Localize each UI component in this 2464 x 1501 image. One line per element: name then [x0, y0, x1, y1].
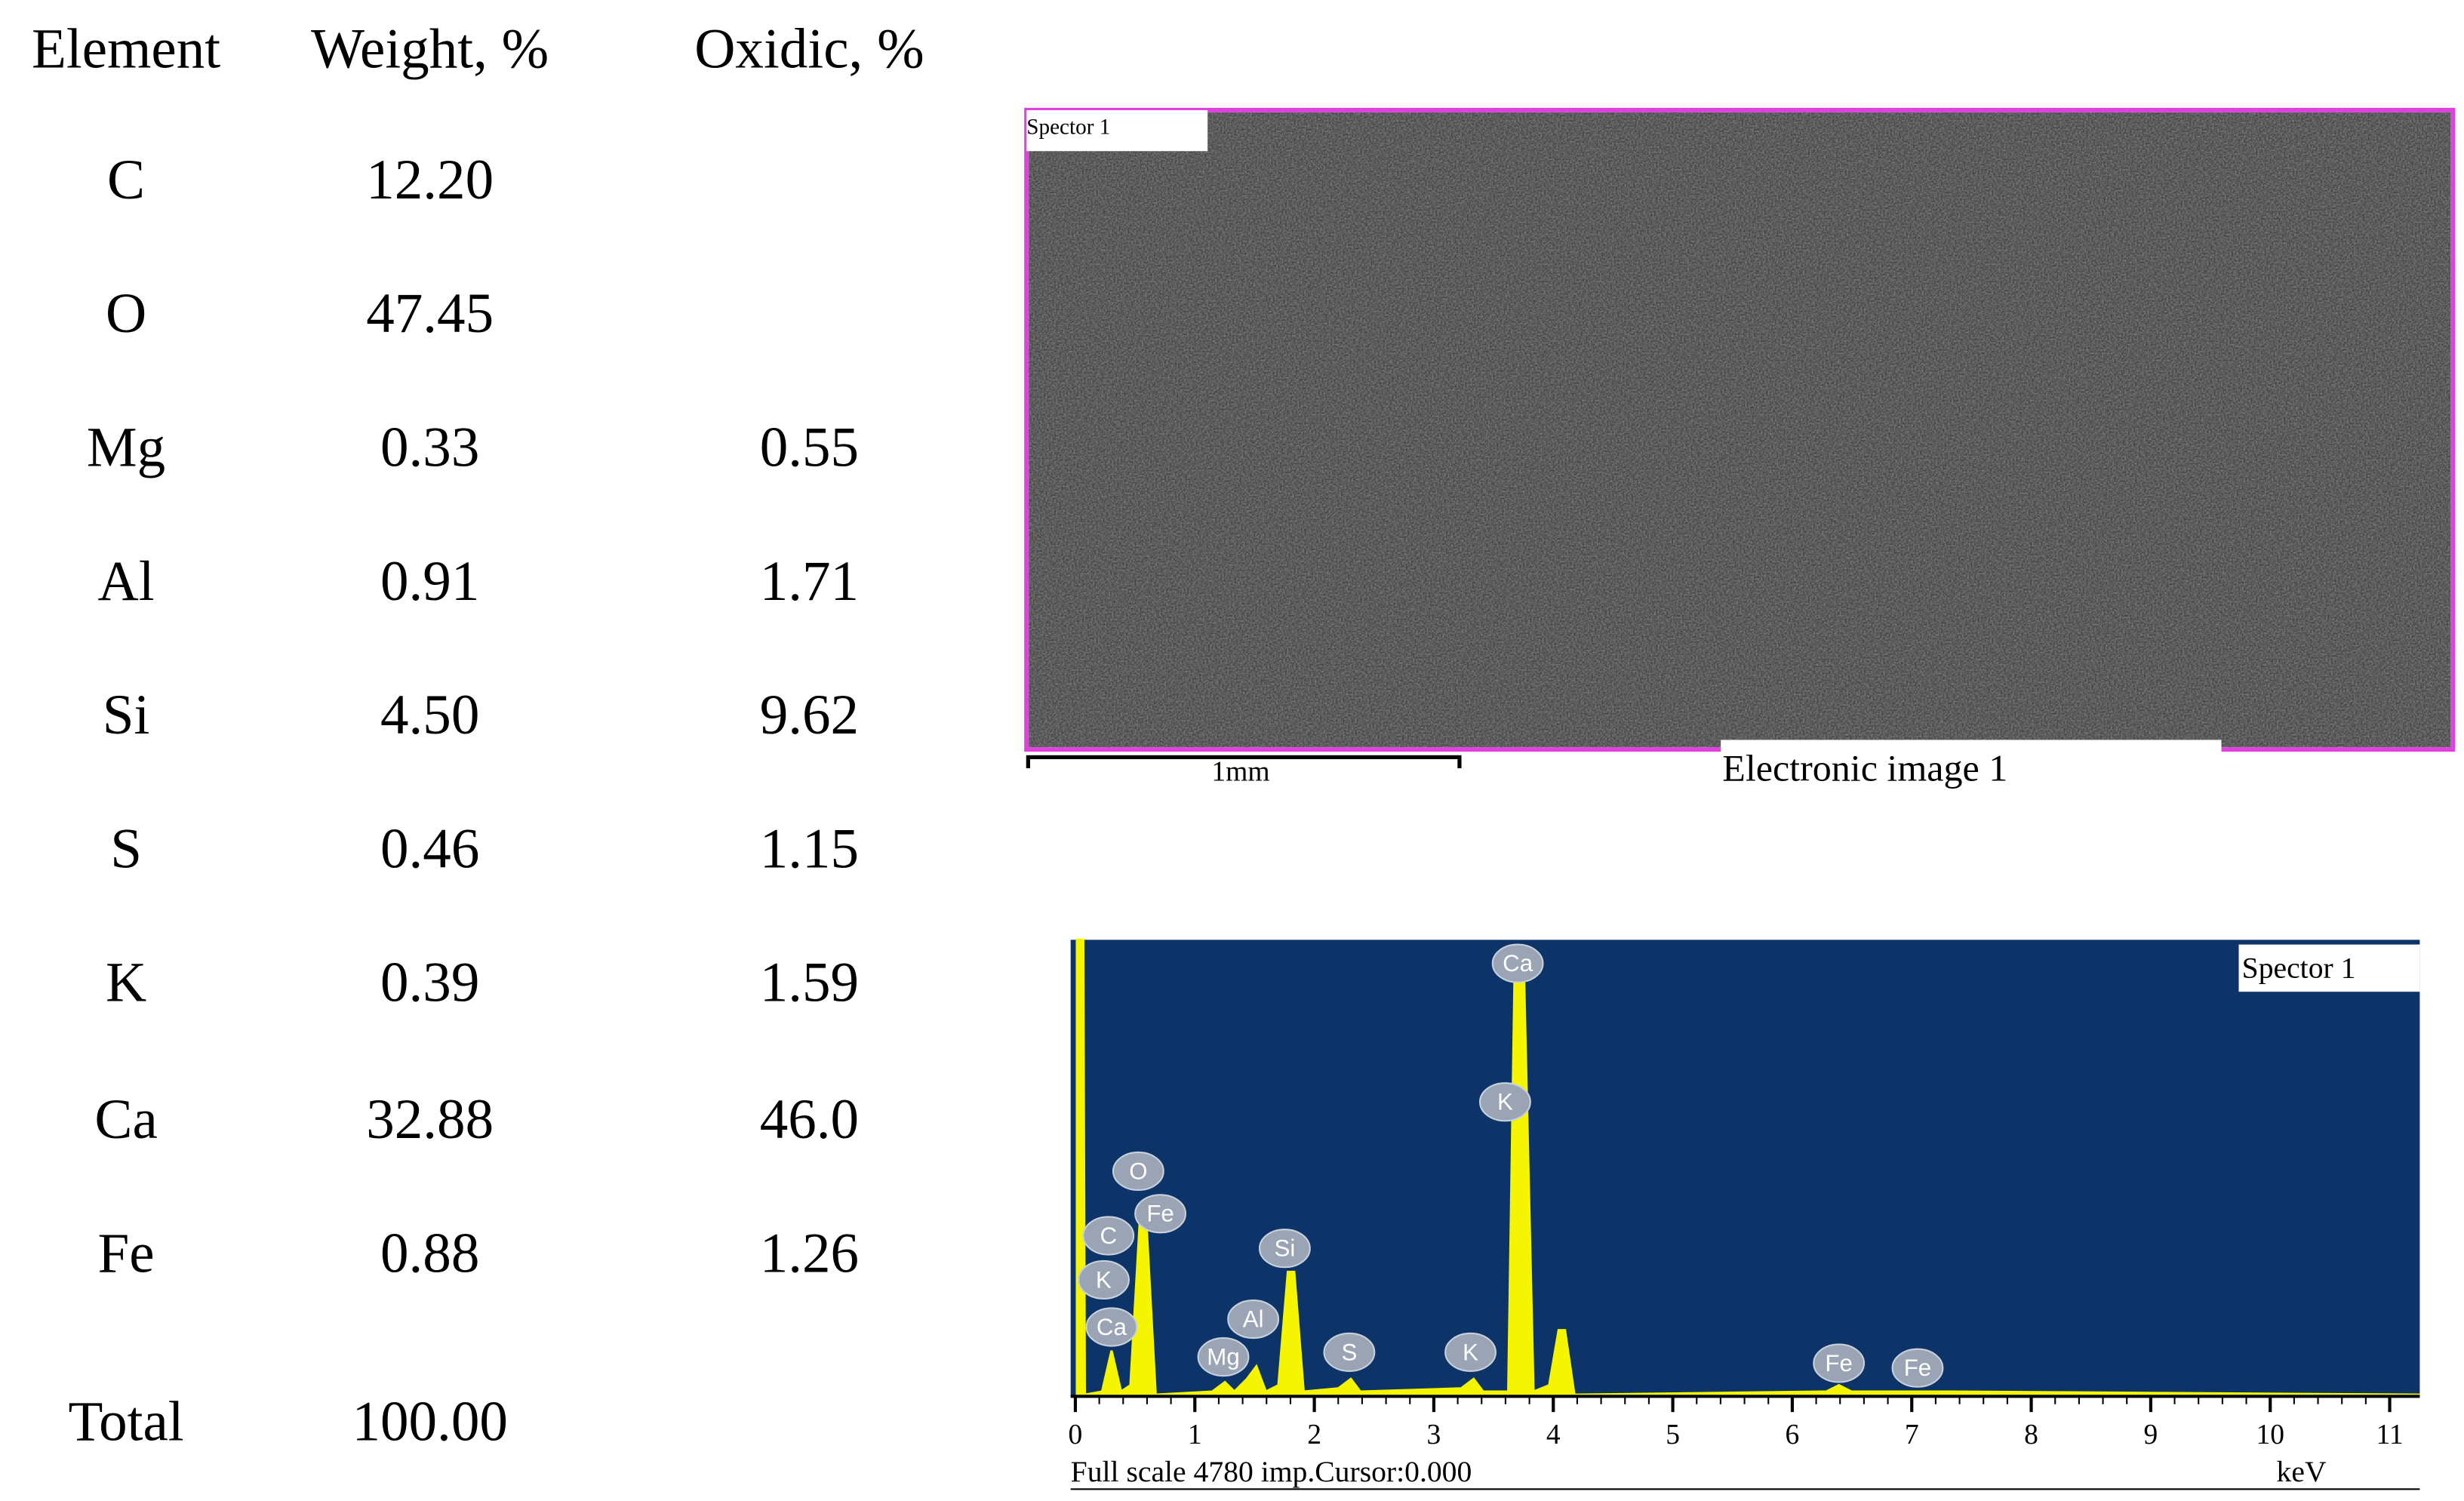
peak-label: S — [1341, 1339, 1357, 1365]
peak-label: Al — [1243, 1306, 1264, 1332]
peak-badge — [1891, 1348, 1944, 1388]
image-label-box — [1026, 110, 1208, 152]
spectrum-label: Spector 1 — [2242, 951, 2356, 984]
cell: 4.50 — [380, 684, 479, 746]
peak-badge — [1112, 1151, 1164, 1192]
cell: 1.59 — [760, 952, 859, 1014]
peak-label: Mg — [1207, 1344, 1239, 1370]
peak-badge — [1227, 1299, 1280, 1340]
peak-badge — [1479, 1082, 1531, 1122]
cell: 100.00 — [352, 1391, 507, 1453]
cell: 1.71 — [760, 550, 859, 613]
cell: 32.88 — [366, 1088, 494, 1151]
cell: 1.26 — [760, 1222, 859, 1284]
tick-label: 4 — [1546, 1419, 1561, 1450]
peak-badge — [1085, 1307, 1138, 1347]
spectrum-footer: Full scale 4780 imp.Cursor:0.000 — [1071, 1455, 1472, 1488]
peak-label: Fe — [1904, 1355, 1931, 1381]
peak-badge — [1323, 1332, 1376, 1372]
caption-box — [1721, 740, 2222, 787]
cell: C — [107, 149, 145, 211]
peak-label: Si — [1274, 1235, 1295, 1262]
peak-badge — [1491, 943, 1544, 983]
peak-label: O — [1129, 1158, 1147, 1184]
cell: Fe — [98, 1222, 155, 1284]
cell: 47.45 — [366, 282, 494, 345]
peak-label: K — [1463, 1339, 1478, 1365]
spectrum-unit: keV — [2277, 1455, 2327, 1488]
peak-badge — [1134, 1194, 1187, 1234]
peak-badge — [1444, 1332, 1497, 1372]
spectrum-label-box — [2238, 944, 2420, 992]
image-label: Spector 1 — [1026, 115, 1110, 139]
cell: Mg — [87, 416, 165, 478]
scale-bar — [1026, 755, 1462, 768]
cell: Total — [68, 1391, 183, 1453]
cell: 0.39 — [380, 952, 479, 1014]
peak-badge — [1258, 1229, 1311, 1269]
cell: 1.15 — [760, 817, 859, 880]
cell: 0.91 — [380, 550, 479, 613]
tick-label: 11 — [2376, 1419, 2403, 1450]
table: Element Weight, % Oxidic, % C 12.20 O 47.45 Mg 0… — [32, 18, 924, 1453]
column-header: Oxidic, % — [694, 18, 924, 81]
tick-label: 1 — [1188, 1419, 1202, 1450]
tick-label: 8 — [2024, 1419, 2038, 1450]
cell: 0.33 — [380, 416, 479, 478]
cell: 0.46 — [380, 817, 479, 880]
peak-badge — [1813, 1343, 1866, 1383]
cell: Ca — [94, 1088, 157, 1151]
tick-label: 6 — [1786, 1419, 1800, 1450]
x-ticks: 0 1 2 3 4 5 6 7 8 9 10 11 — [1069, 1396, 2404, 1450]
tick-label: 3 — [1427, 1419, 1441, 1450]
peak-label: K — [1096, 1266, 1112, 1293]
cell: Al — [98, 550, 155, 613]
peak-label: Ca — [1097, 1314, 1127, 1340]
peak-badge — [1197, 1337, 1250, 1377]
cell: 0.55 — [760, 416, 859, 478]
cell: 9.62 — [760, 684, 859, 746]
peak-label: C — [1100, 1223, 1117, 1249]
cell: 0.88 — [380, 1222, 479, 1284]
spectrum-curve — [1075, 938, 2420, 1397]
tick-label: 10 — [2256, 1419, 2284, 1450]
cell: 46.0 — [760, 1088, 859, 1151]
tick-label: 7 — [1905, 1419, 1919, 1450]
image-caption: Electronic image 1 — [1722, 747, 2007, 789]
sem-texture — [1028, 112, 2452, 748]
peak-badge — [1078, 1260, 1130, 1300]
cell: Si — [103, 684, 150, 746]
scale-bar-label: 1mm — [1211, 757, 1269, 788]
tick-label: 9 — [2144, 1419, 2158, 1450]
peak-label: K — [1497, 1089, 1513, 1115]
cell: O — [106, 282, 146, 345]
column-header: Weight, % — [311, 18, 549, 81]
peak-badge — [1082, 1216, 1135, 1256]
tick-label: 2 — [1307, 1419, 1321, 1450]
peak-label: Fe — [1146, 1201, 1174, 1227]
cell: 12.20 — [366, 149, 494, 211]
tick-label: 0 — [1069, 1419, 1083, 1450]
cell: S — [110, 817, 142, 880]
tick-label: 5 — [1666, 1419, 1680, 1450]
peak-label: Ca — [1503, 950, 1533, 977]
peak-label: Fe — [1825, 1350, 1853, 1376]
column-header: Element — [32, 18, 220, 81]
cell: K — [106, 952, 146, 1014]
